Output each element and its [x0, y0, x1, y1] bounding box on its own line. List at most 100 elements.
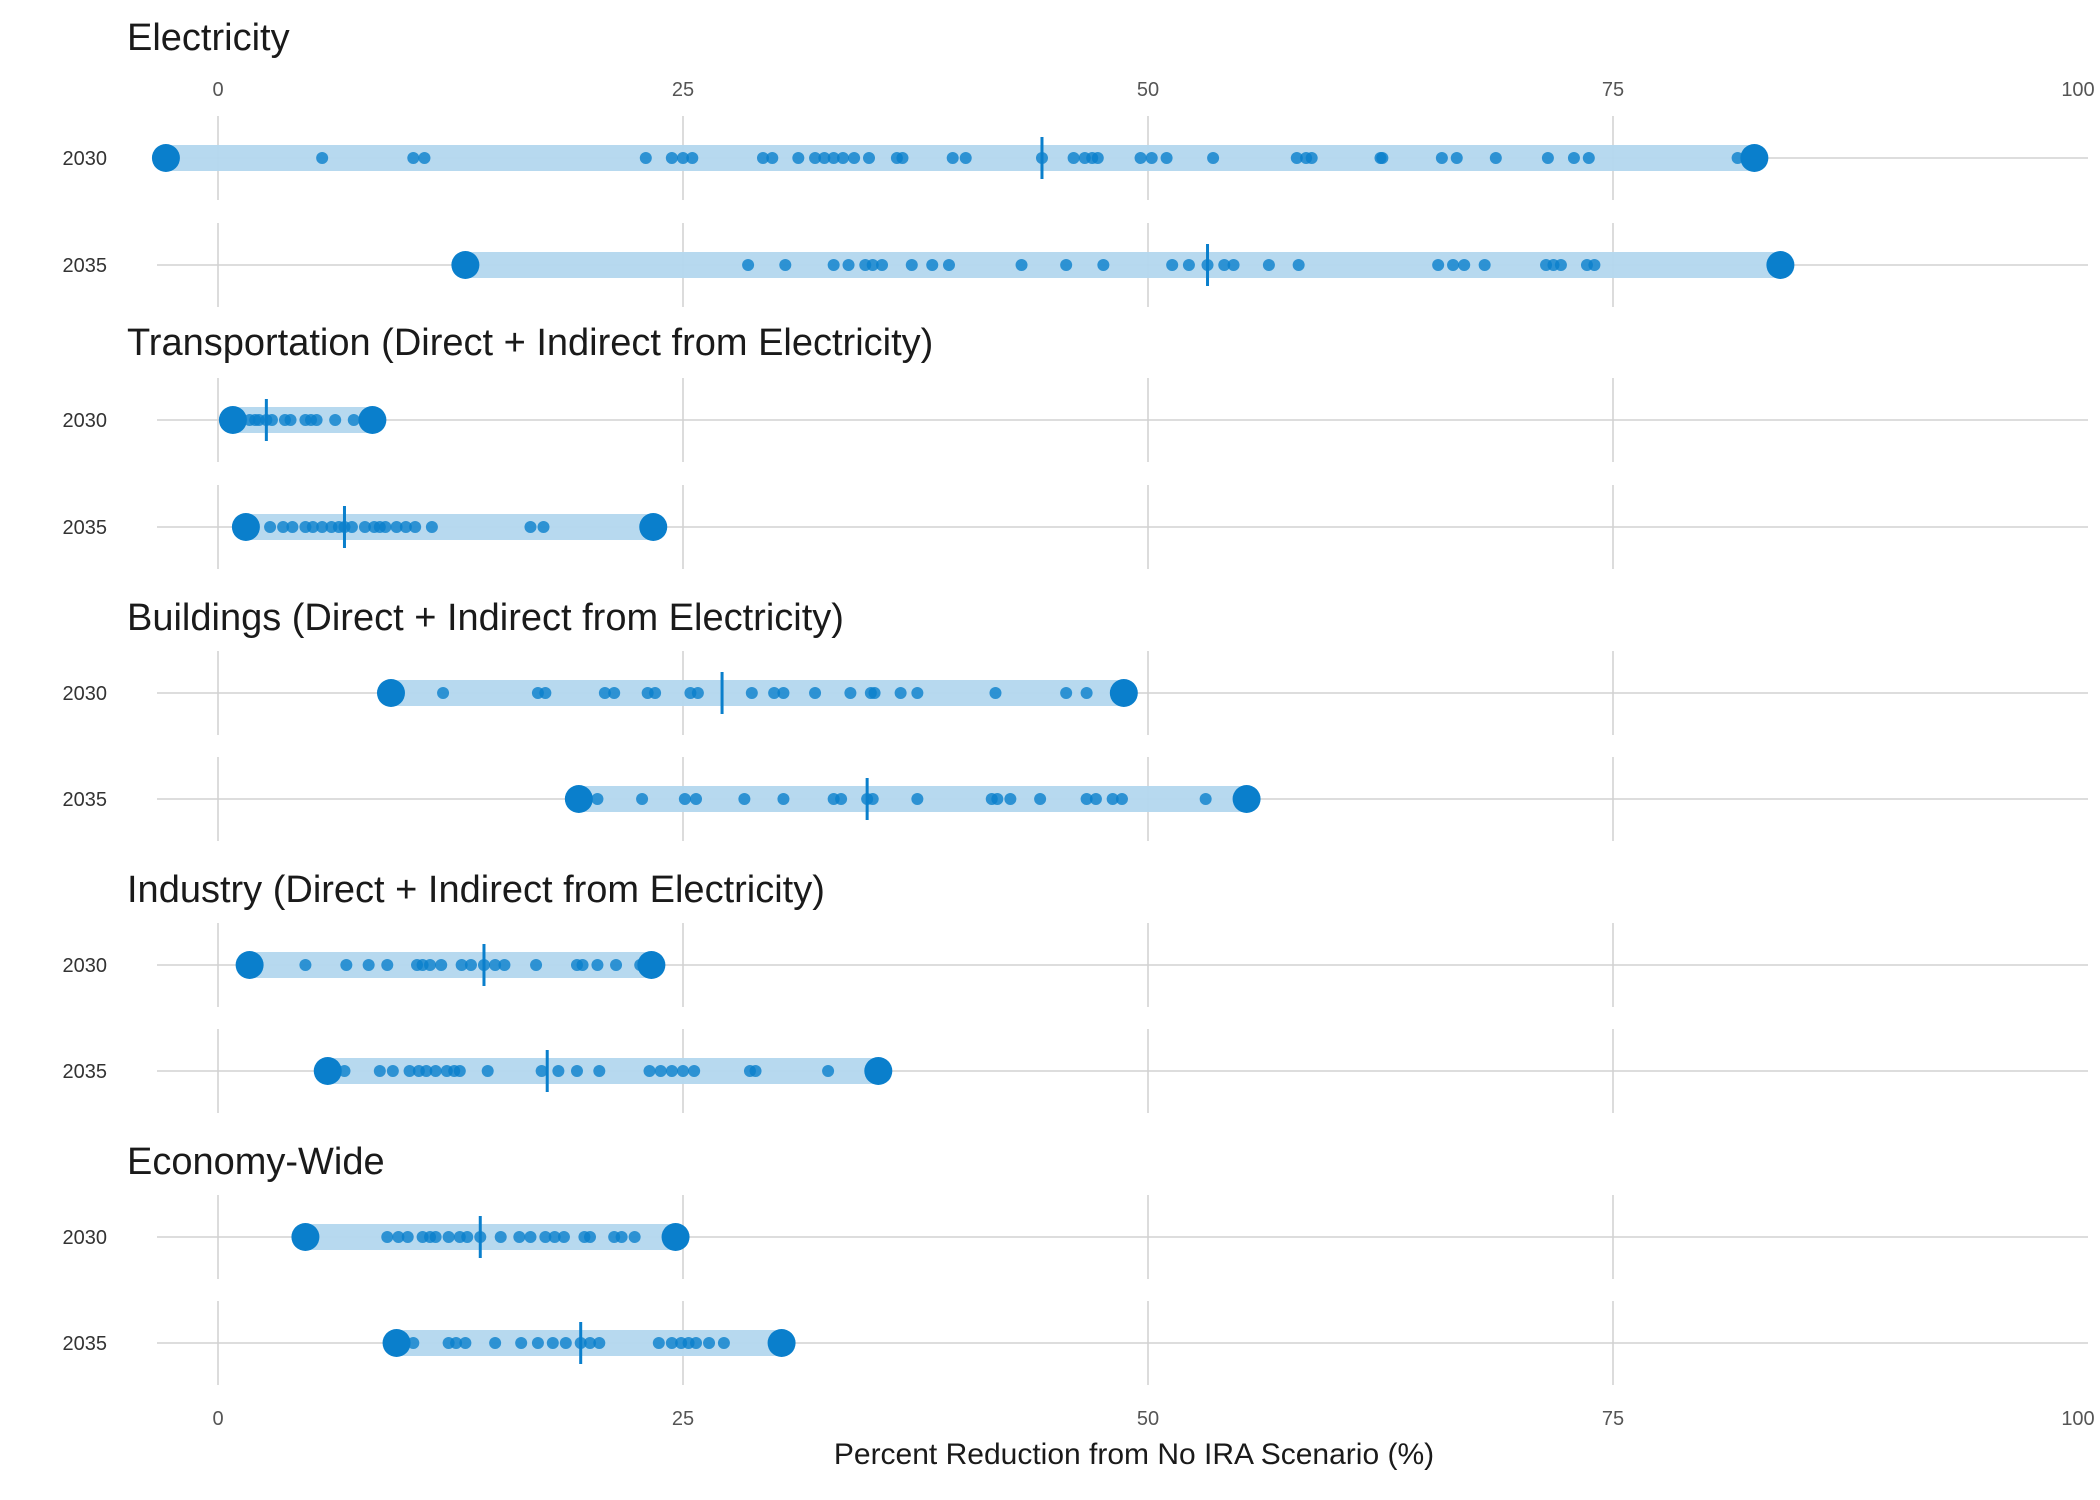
data-point	[399, 521, 412, 533]
year-label: 2030	[63, 410, 108, 432]
data-point	[1541, 152, 1554, 164]
data-point	[481, 1065, 494, 1077]
data-point	[584, 1231, 596, 1243]
data-point	[1554, 259, 1567, 271]
x-tick-label-bottom: 0	[212, 1408, 223, 1430]
data-point	[649, 687, 662, 699]
min-endpoint	[451, 251, 480, 279]
x-tick-label-top: 50	[1137, 79, 1159, 101]
data-point	[1458, 259, 1471, 271]
data-point	[392, 1231, 405, 1243]
data-point	[535, 1065, 548, 1077]
data-point	[1080, 687, 1093, 699]
min-endpoint	[564, 785, 593, 813]
data-point	[1060, 259, 1073, 271]
data-point	[401, 1231, 414, 1243]
data-point	[1106, 793, 1119, 805]
x-tick-label-top: 0	[212, 79, 223, 101]
data-point	[654, 1065, 667, 1077]
year-label: 2030	[63, 148, 108, 170]
data-point	[329, 414, 342, 426]
data-point	[608, 687, 621, 699]
data-point	[1218, 259, 1231, 271]
data-point	[425, 521, 438, 533]
x-tick-label-bottom: 100	[2061, 1408, 2094, 1430]
data-point	[749, 1065, 762, 1077]
data-point	[530, 959, 543, 971]
data-point	[1207, 152, 1220, 164]
data-point	[809, 152, 822, 164]
max-endpoint	[1740, 144, 1769, 172]
data-point	[768, 687, 781, 699]
data-point	[1015, 259, 1028, 271]
data-point	[539, 687, 552, 699]
data-point	[379, 521, 392, 533]
data-point	[494, 1231, 507, 1243]
data-point	[836, 152, 849, 164]
data-point	[316, 521, 329, 533]
data-point	[989, 687, 1002, 699]
data-point	[1262, 259, 1275, 271]
data-point	[316, 152, 329, 164]
data-point	[1567, 152, 1580, 164]
data-point	[453, 1065, 466, 1077]
panel-title: Industry (Direct + Indirect from Electri…	[127, 869, 825, 911]
data-point	[489, 1337, 502, 1349]
data-point	[593, 1337, 606, 1349]
data-point	[1134, 152, 1147, 164]
data-point	[766, 152, 779, 164]
data-point	[665, 1065, 678, 1077]
min-endpoint	[382, 1329, 411, 1357]
data-point	[390, 521, 403, 533]
data-point	[942, 259, 955, 271]
data-point	[524, 521, 537, 533]
data-point	[686, 152, 699, 164]
data-point	[643, 1065, 656, 1077]
data-point	[844, 687, 857, 699]
data-point	[835, 793, 848, 805]
grid-layer	[157, 116, 2088, 1385]
data-point	[424, 959, 437, 971]
x-axis-title: Percent Reduction from No IRA Scenario (…	[834, 1438, 1434, 1471]
data-point	[437, 687, 450, 699]
data-point	[537, 521, 550, 533]
data-point	[809, 687, 822, 699]
data-point	[1097, 259, 1110, 271]
data-point	[677, 152, 689, 164]
data-point	[340, 959, 353, 971]
data-point	[848, 152, 861, 164]
data-point	[1290, 152, 1303, 164]
data-point	[894, 687, 907, 699]
data-point	[286, 521, 299, 533]
labels-layer: 0 0 25 25 50 50 75 75 100 100 Electricity 2030 2035 T…	[63, 17, 2095, 1430]
data-point	[652, 1337, 665, 1349]
data-point	[822, 1065, 835, 1077]
data-point	[827, 259, 840, 271]
data-point	[429, 1065, 442, 1077]
data-point	[373, 1065, 386, 1077]
data-point	[690, 793, 703, 805]
max-endpoint	[637, 951, 666, 979]
min-endpoint	[291, 1223, 320, 1251]
data-point	[1435, 152, 1448, 164]
data-point	[591, 959, 604, 971]
data-point	[691, 687, 704, 699]
data-point	[1478, 259, 1491, 271]
data-point	[1182, 259, 1195, 271]
data-point	[576, 959, 589, 971]
data-point	[827, 152, 840, 164]
data-point	[1450, 152, 1463, 164]
data-point	[959, 152, 972, 164]
data-point	[842, 259, 855, 271]
year-label: 2030	[63, 683, 108, 705]
data-point	[265, 414, 278, 426]
data-point	[1199, 793, 1212, 805]
year-label: 2035	[63, 255, 108, 277]
year-label: 2035	[63, 517, 108, 539]
year-label: 2030	[63, 955, 108, 977]
data-point	[792, 152, 805, 164]
data-point	[1489, 152, 1502, 164]
data-point	[442, 1231, 455, 1243]
data-point	[598, 687, 611, 699]
max-endpoint	[1766, 251, 1795, 279]
